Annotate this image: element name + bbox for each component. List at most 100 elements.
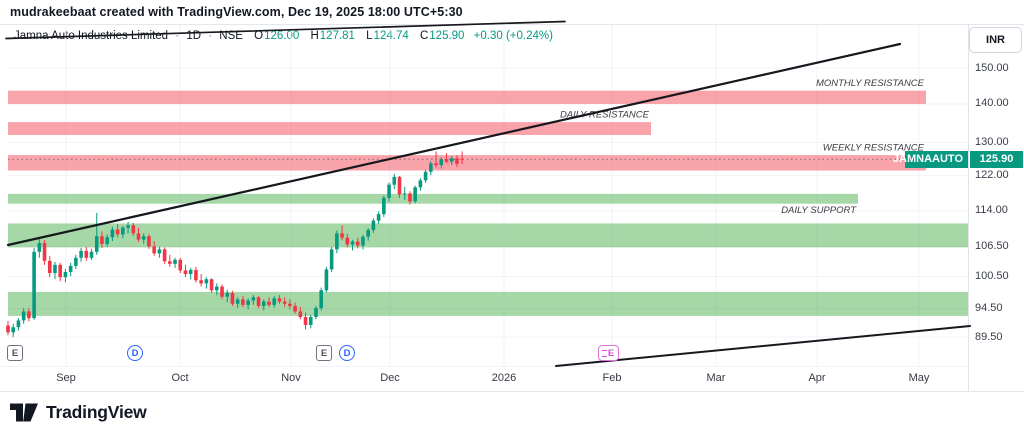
candle-body — [261, 301, 266, 306]
candle-wick — [132, 222, 134, 237]
high-value: 127.81 — [319, 30, 355, 42]
candle-wick — [44, 240, 46, 265]
tradingview-logo-text: TradingView — [46, 402, 147, 422]
candle-body — [68, 265, 73, 272]
candle-wick — [59, 262, 61, 282]
upcoming-earnings-marker[interactable]: E — [597, 345, 619, 361]
candle-body — [178, 259, 183, 271]
candle-wick — [362, 234, 364, 250]
candle-body — [449, 158, 454, 162]
chart-bottom-border — [0, 391, 1024, 392]
symbol-name: Jamna Auto Industries Limited — [14, 30, 169, 42]
dividend-marker[interactable]: D — [127, 345, 143, 361]
candle-wick — [17, 318, 19, 331]
candle-body — [89, 251, 94, 258]
candle-body — [53, 264, 57, 274]
candle-body — [183, 270, 188, 275]
candlesticks — [6, 151, 464, 338]
candle-wick — [174, 257, 176, 268]
candle-body — [126, 225, 130, 228]
legend-separator: · — [208, 30, 213, 42]
currency-button[interactable]: INR — [969, 27, 1022, 53]
candle-wick — [54, 261, 56, 280]
candle-body — [84, 250, 89, 258]
price-axis[interactable]: 150.00 140.00 130.00 122.00 114.00 106.50 100.… — [969, 24, 1024, 366]
candle-wick — [148, 234, 150, 249]
price-tick: 140.00 — [975, 97, 1009, 110]
earnings-marker[interactable]: E — [316, 345, 332, 361]
candle-body — [272, 298, 277, 305]
symbol-legend[interactable]: Jamna Auto Industries Limited · 1D · NSE… — [14, 30, 553, 42]
high-label: H — [310, 30, 319, 42]
candle-body — [58, 264, 62, 278]
candle-body — [387, 184, 391, 198]
candle-wick — [80, 247, 82, 262]
zone-daily-resistance[interactable] — [8, 122, 651, 135]
zone-support-zone-lower[interactable] — [8, 291, 968, 316]
candle-body — [413, 187, 417, 202]
dividend-marker[interactable]: D — [339, 345, 355, 361]
candle-body — [251, 297, 256, 301]
candle-body — [256, 297, 261, 306]
candle-wick — [106, 234, 108, 247]
tradingview-logo[interactable]: TradingView — [10, 402, 147, 423]
candle-wick — [404, 186, 406, 201]
candle-body — [121, 227, 125, 235]
candle-wick — [341, 225, 343, 241]
candle-body — [204, 279, 209, 284]
earnings-marker[interactable]: E — [7, 345, 23, 361]
candle-wick — [430, 161, 432, 176]
candle-body — [293, 305, 297, 312]
candle-body — [100, 236, 104, 244]
candle-body — [173, 259, 177, 264]
candle-body — [303, 317, 308, 325]
candle-body — [298, 311, 303, 318]
candle-wick — [70, 262, 72, 277]
zone-weekly-resistance[interactable] — [8, 155, 926, 171]
zone-monthly-resistance[interactable] — [8, 90, 926, 104]
candle-wick — [435, 151, 437, 168]
time-tick-May: May — [908, 372, 930, 384]
upcoming-earnings-lines-icon — [601, 349, 607, 357]
candle-wick — [451, 155, 453, 166]
price-tick: 94.50 — [975, 302, 1003, 315]
zone-daily-support[interactable] — [8, 193, 858, 204]
candle-wick — [91, 248, 93, 260]
candle-body — [402, 193, 407, 195]
price-tick: 122.00 — [975, 169, 1009, 182]
candle-body — [16, 320, 21, 328]
change-value: +0.30 (+0.24%) — [473, 30, 553, 42]
candle-wick — [320, 287, 322, 311]
candle-body — [209, 279, 214, 291]
time-axis[interactable]: Sep Oct Nov Dec 2026 Feb Mar Apr May — [0, 366, 968, 391]
candle-wick — [399, 176, 400, 198]
candle-body — [361, 236, 365, 246]
candle-body — [215, 286, 219, 291]
low-label: L — [366, 30, 373, 42]
time-axis-separator — [0, 366, 968, 367]
candle-body — [105, 237, 109, 244]
zone-label-daily-support: DAILY SUPPORT — [781, 205, 857, 216]
candle-wick — [169, 254, 171, 267]
candle-body — [408, 193, 412, 202]
candle-wick — [440, 157, 442, 169]
candle-wick — [461, 151, 463, 165]
candle-body — [37, 243, 42, 252]
candle-wick — [252, 295, 254, 305]
time-tick-Dec: Dec — [380, 372, 400, 384]
candle-body — [371, 220, 376, 231]
close-label: C — [419, 30, 429, 42]
main-ascending-trendline[interactable] — [6, 42, 902, 247]
time-tick-Feb: Feb — [602, 372, 622, 384]
price-tick: 114.00 — [975, 204, 1008, 217]
candle-wick — [310, 314, 312, 329]
candle-body — [225, 292, 230, 297]
candle-wick — [153, 241, 155, 256]
zone-support-zone-upper[interactable] — [8, 223, 968, 248]
symbol-price-label[interactable]: JAMNAAUTO — [893, 150, 968, 168]
candle-body — [136, 233, 141, 240]
price-tick: 100.50 — [975, 270, 1009, 283]
candle-body — [418, 180, 423, 188]
candle-body — [110, 229, 115, 238]
